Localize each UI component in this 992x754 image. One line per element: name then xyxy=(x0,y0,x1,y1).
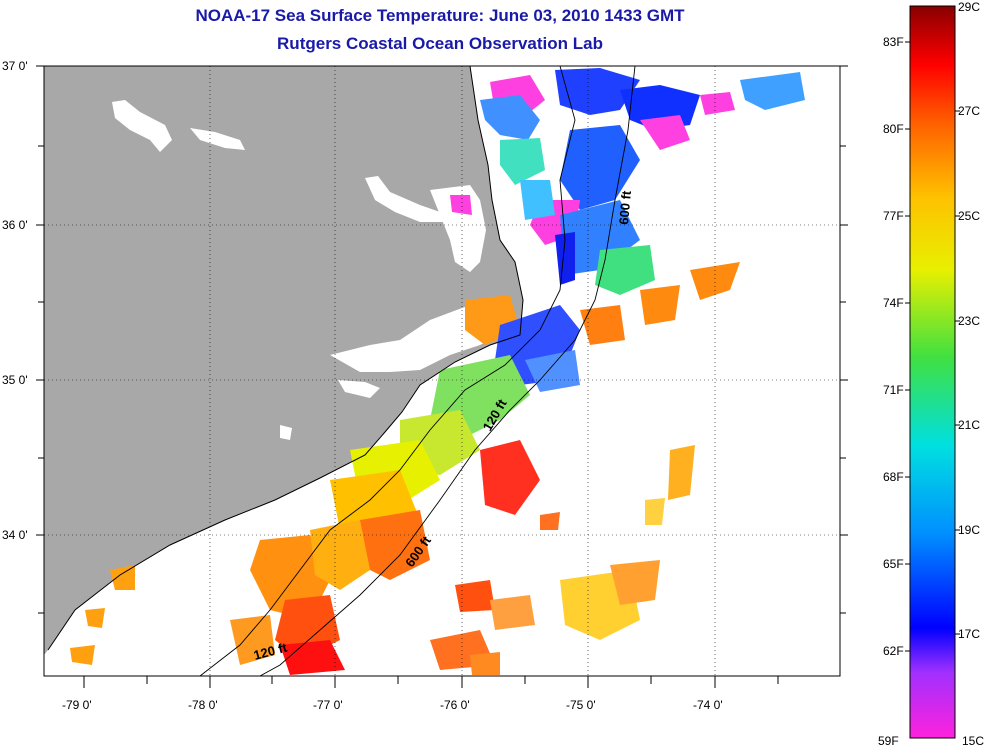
contour-label: 600 ft xyxy=(616,189,634,225)
latitude-label: 35 0' xyxy=(2,373,28,387)
colorbar-fahrenheit-label: 71F xyxy=(883,383,904,397)
isobath-120ft xyxy=(199,66,576,676)
latitude-label: 34 0' xyxy=(2,528,28,542)
latitude-label: 36 0' xyxy=(2,218,28,232)
latitude-label: 37 0' xyxy=(2,59,28,73)
longitude-label: -74 0' xyxy=(693,698,723,712)
colorbar-fahrenheit-label: 74F xyxy=(883,296,904,310)
longitude-label: -75 0' xyxy=(566,698,596,712)
colorbar-fahrenheit-label: 80F xyxy=(883,122,904,136)
map-frame xyxy=(43,65,841,677)
colorbar-fahrenheit-label: 77F xyxy=(883,209,904,223)
colorbar-fahrenheit-label: 59F xyxy=(878,734,899,748)
colorbar-celsius-label: 27C xyxy=(958,104,981,118)
longitude-label: -79 0' xyxy=(62,698,92,712)
colorbar-celsius-label: 21C xyxy=(958,418,981,432)
colorbar-fahrenheit-label: 83F xyxy=(883,35,904,49)
sst-data-layer xyxy=(70,68,805,675)
colorbar-celsius-label: 19C xyxy=(958,523,981,537)
longitude-label: -77 0' xyxy=(313,698,343,712)
longitude-label: -76 0' xyxy=(440,698,470,712)
colorbar xyxy=(909,5,956,739)
colorbar-fahrenheit-label: 68F xyxy=(883,470,904,484)
colorbar-celsius-label: 17C xyxy=(958,627,981,641)
colorbar-celsius-label: 25C xyxy=(958,209,981,223)
colorbar-fahrenheit-label: 62F xyxy=(883,644,904,658)
isobath-600ft xyxy=(259,66,636,676)
longitude-label: -78 0' xyxy=(188,698,218,712)
colorbar-celsius-label: 15C xyxy=(962,734,985,748)
map-title: NOAA-17 Sea Surface Temperature: June 03… xyxy=(195,6,685,25)
colorbar-celsius-label: 23C xyxy=(958,314,981,328)
map-subtitle: Rutgers Coastal Ocean Observation Lab xyxy=(277,34,603,53)
colorbar-celsius-label: 29C xyxy=(958,0,981,14)
colorbar-fahrenheit-label: 65F xyxy=(883,557,904,571)
